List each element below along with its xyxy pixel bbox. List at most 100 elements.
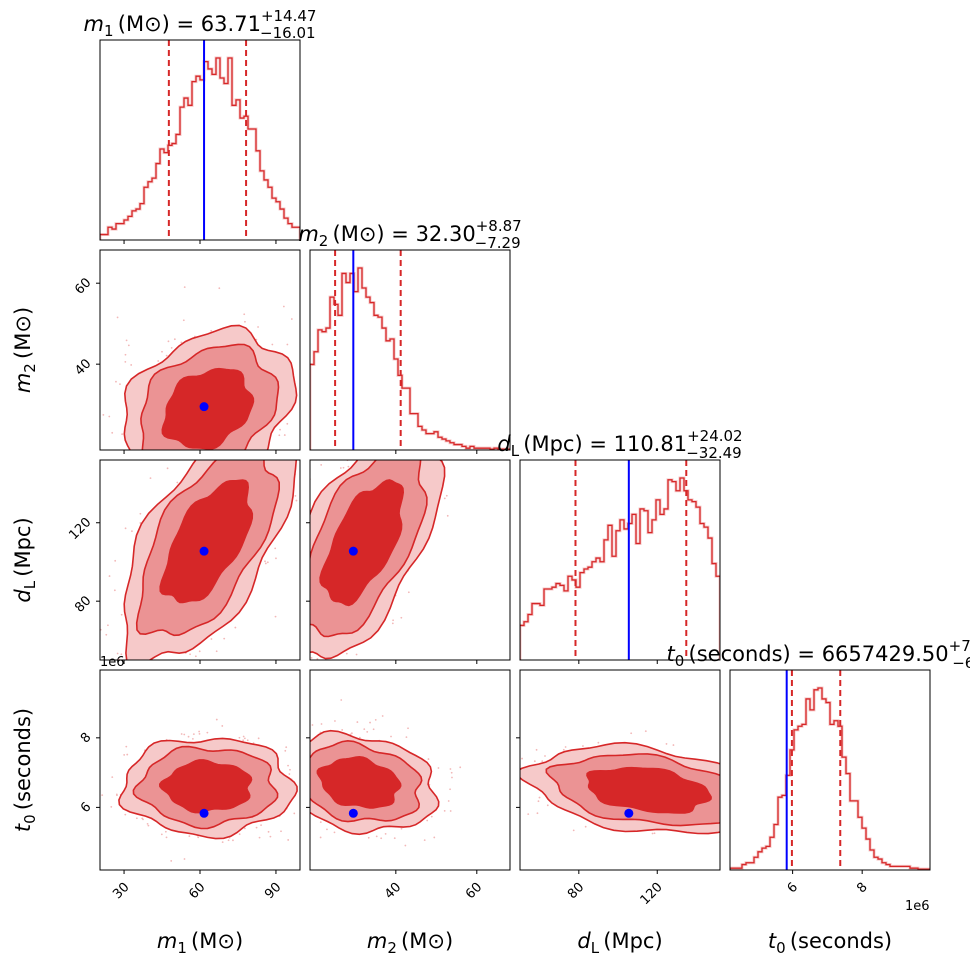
scatter-point [432, 395, 434, 397]
scatter-point [120, 613, 123, 616]
scatter-point [744, 782, 746, 784]
scatter-point [770, 815, 772, 817]
truth-point [199, 808, 209, 818]
scatter-point [107, 624, 109, 627]
scatter-point [742, 810, 744, 812]
scatter-point [223, 637, 226, 640]
scatter-point [152, 475, 154, 477]
scatter-point [157, 710, 159, 712]
scatter-point [305, 718, 307, 720]
scatter-point [116, 794, 118, 797]
scatter-point [165, 354, 168, 357]
scatter-point [334, 720, 336, 722]
scatter-point [207, 696, 209, 698]
scatter-point [424, 382, 426, 384]
scatter-point [301, 460, 303, 462]
scatter-point [319, 821, 322, 824]
subscript: 0 [21, 814, 39, 824]
scatter-point [301, 762, 303, 764]
x-axis-label-2: dL (Mpc) [577, 929, 662, 957]
scatter-point [274, 615, 277, 618]
scatter-point [747, 795, 749, 797]
scatter-point [277, 453, 279, 455]
title-value: = 6657429.50 [791, 642, 949, 666]
scatter-point [295, 499, 298, 502]
scatter-point [438, 443, 440, 445]
scatter-point [170, 346, 173, 349]
scatter-point [538, 796, 541, 799]
scatter-point [197, 454, 199, 456]
histogram-line [730, 687, 930, 870]
scatter-point [89, 569, 91, 571]
scatter-point [419, 431, 421, 433]
scatter-point [808, 827, 810, 829]
scatter-point [780, 771, 782, 773]
scatter-point [366, 452, 368, 454]
truth-point [624, 808, 634, 818]
scatter-point [206, 731, 209, 734]
scatter-point [740, 784, 742, 786]
title-minus: −7.29 [475, 234, 521, 252]
scatter-point [564, 746, 567, 748]
scatter-point [765, 802, 767, 804]
scatter-point [271, 343, 274, 346]
scatter-point [308, 442, 310, 444]
scatter-point [232, 839, 234, 842]
scatter-point [217, 455, 219, 457]
scatter-point [562, 748, 565, 751]
scatter-point [283, 769, 285, 771]
scatter-point [219, 455, 221, 457]
scatter-point [305, 571, 307, 573]
scatter-point [408, 451, 410, 453]
scatter-point [412, 444, 414, 446]
scatter-point [437, 767, 440, 769]
scatter-point [307, 776, 309, 778]
scatter-point [773, 795, 775, 797]
scatter-point [278, 434, 281, 437]
scatter-point [124, 353, 127, 356]
scatter-point [287, 839, 290, 841]
scatter-point [450, 771, 453, 774]
scatter-point [202, 457, 204, 459]
scatter-point [408, 429, 410, 431]
scatter-point [745, 812, 747, 814]
scatter-point [107, 457, 109, 459]
scatter-point [238, 833, 241, 836]
scatter-point [347, 465, 350, 468]
title-plus: +8.87 [476, 217, 522, 235]
scatter-point [463, 451, 465, 453]
scatter-point [323, 673, 325, 675]
contour-inner [316, 755, 402, 809]
scatter-point [279, 428, 281, 431]
scatter-point [741, 765, 743, 767]
scatter-point [141, 817, 144, 820]
scatter-point [210, 329, 213, 332]
x-tick-label: 6 [785, 880, 801, 896]
scatter-point [221, 841, 224, 844]
scatter-point [297, 628, 299, 630]
scatter-point [280, 830, 282, 833]
scatter-point [173, 338, 176, 341]
scatter-point [377, 354, 379, 356]
scatter-point [644, 730, 647, 733]
subscript: L [21, 580, 39, 589]
scatter-point [400, 616, 403, 619]
scatter-point [757, 774, 759, 776]
scatter-point [130, 364, 133, 366]
scatter-panel-1-3: 40 60 [277, 669, 511, 902]
scatter-point [277, 742, 279, 744]
scatter-point [784, 800, 786, 802]
panel-title-2: dL (Mpc) = 110.81+24.02 −32.49 [497, 427, 742, 462]
scatter-point [449, 768, 452, 770]
histogram-line [100, 57, 300, 240]
unit: (M⊙) [187, 929, 243, 953]
scatter-point [289, 768, 291, 771]
truth-point [348, 546, 358, 556]
scatter-point [322, 421, 324, 423]
contour-inner [586, 766, 712, 814]
scatter-point [119, 383, 121, 386]
scatter-point [402, 421, 404, 423]
x-tick-label: 30 [110, 880, 132, 902]
scatter-point [433, 836, 436, 839]
scatter-point [294, 631, 296, 633]
